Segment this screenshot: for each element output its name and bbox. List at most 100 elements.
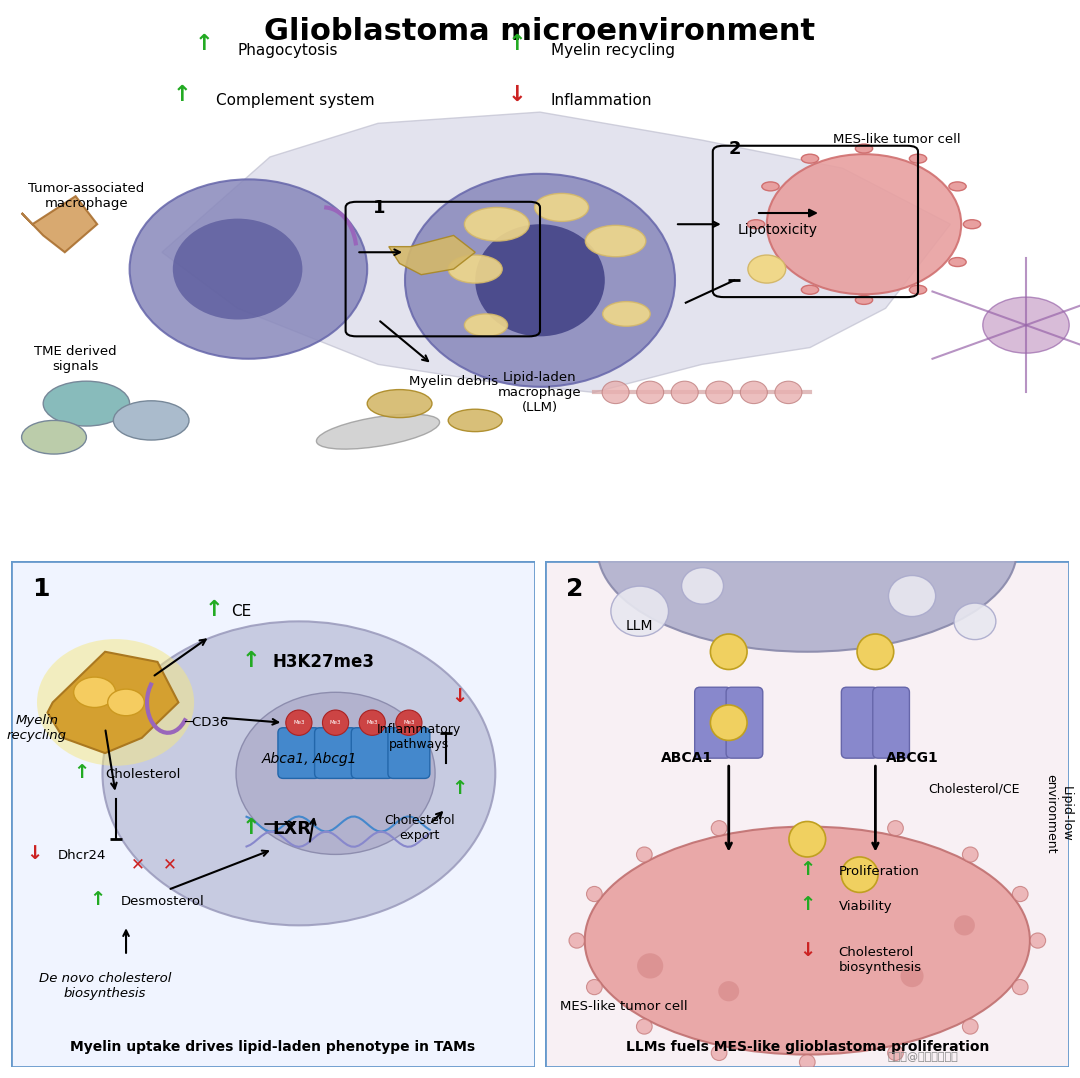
Circle shape [801,286,819,294]
Circle shape [712,820,727,835]
Text: Dhcr24: Dhcr24 [58,849,106,862]
Circle shape [569,932,584,949]
FancyBboxPatch shape [351,728,393,778]
Text: ─CD36: ─CD36 [184,716,228,729]
Text: Lipid-low
environment: Lipid-low environment [1044,774,1072,854]
FancyBboxPatch shape [726,688,762,758]
Text: Tumor-associated
macrophage: Tumor-associated macrophage [28,182,145,210]
FancyBboxPatch shape [694,688,731,758]
Circle shape [761,258,779,266]
Text: 1: 1 [31,577,50,602]
Polygon shape [389,235,475,275]
Circle shape [636,1019,652,1034]
Circle shape [841,857,878,893]
Text: ↑: ↑ [73,763,90,783]
Circle shape [636,847,652,862]
Text: ↑: ↑ [799,859,815,879]
Circle shape [789,821,825,857]
Circle shape [888,1046,903,1061]
Text: Inflammation: Inflammation [551,94,652,109]
Ellipse shape [367,389,432,417]
Ellipse shape [173,219,302,319]
FancyBboxPatch shape [545,561,1069,1067]
Text: Viability: Viability [839,900,892,913]
Circle shape [858,634,894,669]
Text: ✕: ✕ [163,856,176,873]
Polygon shape [48,652,178,754]
Ellipse shape [448,410,502,431]
Text: CE: CE [231,605,251,619]
Text: ABCG1: ABCG1 [886,751,939,765]
Text: LLM: LLM [626,620,653,634]
Text: ↑: ↑ [799,895,815,914]
Ellipse shape [405,174,675,387]
Ellipse shape [130,179,367,359]
FancyBboxPatch shape [388,728,430,778]
Circle shape [949,182,967,191]
Circle shape [799,1054,815,1069]
Ellipse shape [103,621,496,925]
Text: MES-like tumor cell: MES-like tumor cell [561,1000,688,1013]
Text: Myelin recycling: Myelin recycling [551,43,675,58]
Text: ↓: ↓ [799,941,815,959]
Text: ABCA1: ABCA1 [661,751,713,765]
Ellipse shape [108,689,145,716]
FancyBboxPatch shape [873,688,909,758]
Ellipse shape [767,154,961,294]
Text: Abca1, Abcg1: Abca1, Abcg1 [262,752,357,766]
Text: Lipotoxicity: Lipotoxicity [738,223,818,237]
Text: Cholesterol
export: Cholesterol export [384,814,455,842]
Circle shape [323,710,349,735]
Text: LLMs fuels MES-like glioblastoma proliferation: LLMs fuels MES-like glioblastoma prolife… [625,1040,989,1054]
Circle shape [962,1019,978,1034]
Text: ↓: ↓ [27,844,43,863]
Text: Myelin uptake drives lipid-laden phenotype in TAMs: Myelin uptake drives lipid-laden phenoty… [70,1040,475,1054]
Text: ↑: ↑ [173,85,191,105]
Circle shape [761,182,779,191]
Ellipse shape [954,603,996,639]
Circle shape [888,820,903,835]
Text: LXR: LXR [273,820,312,839]
Ellipse shape [316,414,440,450]
Text: Me3: Me3 [293,720,305,725]
Text: Me3: Me3 [403,720,415,725]
Ellipse shape [598,450,1017,652]
Circle shape [909,154,927,163]
Circle shape [1012,980,1028,995]
Ellipse shape [535,193,589,221]
Text: MES-like tumor cell: MES-like tumor cell [833,133,960,146]
Text: 1: 1 [373,199,386,217]
Text: H3K27me3: H3K27me3 [273,653,375,671]
Text: ↑: ↑ [450,778,468,798]
Circle shape [855,144,873,153]
Ellipse shape [741,382,767,403]
Text: Myelin debris: Myelin debris [409,375,498,388]
Circle shape [637,953,663,979]
Text: Cholesterol
biosynthesis: Cholesterol biosynthesis [839,946,922,973]
FancyBboxPatch shape [11,561,535,1067]
Text: Inflammatory
pathways: Inflammatory pathways [377,722,461,750]
Polygon shape [22,196,97,252]
Circle shape [712,1046,727,1061]
Circle shape [711,634,747,669]
Circle shape [1012,886,1028,901]
Polygon shape [162,112,950,392]
Circle shape [22,420,86,454]
Circle shape [586,886,603,901]
FancyBboxPatch shape [278,728,320,778]
Text: 搜狐号@上海仁科生物: 搜狐号@上海仁科生物 [887,1052,958,1062]
Text: ✕: ✕ [132,856,145,873]
Ellipse shape [706,382,732,403]
Ellipse shape [637,382,663,403]
Text: ↑: ↑ [241,818,260,839]
Text: ↑: ↑ [241,651,260,671]
Text: 2: 2 [729,140,742,158]
Circle shape [395,710,422,735]
Ellipse shape [448,255,502,284]
Text: Desmosterol: Desmosterol [121,895,204,908]
Circle shape [855,295,873,304]
Text: ↓: ↓ [450,688,468,706]
Ellipse shape [464,207,529,241]
Circle shape [747,220,765,229]
Ellipse shape [681,568,724,604]
